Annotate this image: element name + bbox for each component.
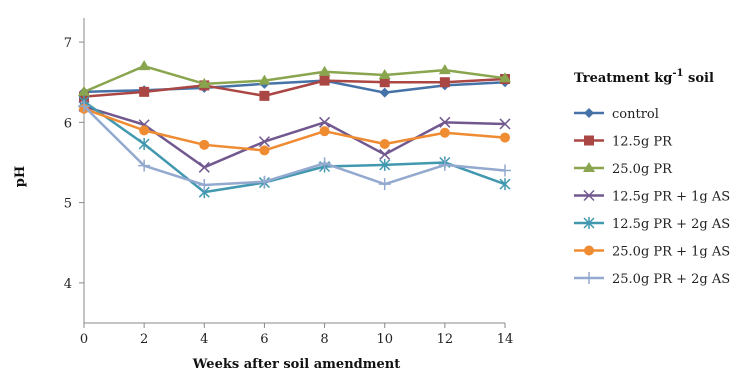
series-2 — [78, 60, 511, 96]
series-5 — [79, 103, 510, 156]
legend: Treatment kg-1 soil control 12.5g PR 25.0g… — [574, 68, 730, 287]
y-tick-label: 6 — [64, 116, 72, 131]
data-point — [379, 87, 390, 98]
data-point — [439, 77, 450, 88]
legend-item: 25.0g PR + 2g AS — [574, 272, 730, 287]
y-tick-label: 5 — [64, 197, 72, 212]
legend-label: 12.5g PR + 1g AS — [612, 190, 730, 205]
data-point — [438, 158, 451, 171]
data-point — [378, 178, 391, 191]
legend-marker — [584, 245, 594, 256]
series-line — [83, 64, 506, 93]
data-point — [318, 65, 331, 76]
y-tick-label: 7 — [64, 36, 72, 51]
data-point — [499, 178, 511, 191]
series-line — [83, 77, 506, 98]
legend-item: 12.5g PR + 1g AS — [574, 190, 730, 205]
x-tick-label: 10 — [376, 332, 393, 347]
data-point — [198, 161, 210, 173]
x-tick-label: 8 — [320, 332, 328, 347]
legend-marker — [583, 189, 595, 202]
plot-area: 4 5 6 7 0 2 4 6 8 10 12 14 — [64, 18, 513, 347]
series-line — [83, 105, 506, 187]
legend-title-superscript: -1 — [672, 68, 683, 79]
data-point — [138, 138, 150, 151]
legend-marker — [583, 162, 595, 172]
legend-label: control — [612, 107, 659, 122]
data-point — [318, 157, 331, 170]
legend-label: 12.5g PR + 2g AS — [612, 217, 730, 232]
data-point — [198, 178, 211, 191]
legend-marker — [584, 108, 594, 118]
legend-item: 25.0g PR + 1g AS — [574, 245, 730, 260]
x-tick-label: 2 — [140, 332, 148, 347]
series-6 — [78, 100, 511, 191]
legend-marker — [584, 135, 594, 146]
data-point — [198, 77, 211, 88]
data-point — [379, 77, 390, 88]
data-point — [319, 126, 330, 137]
data-point — [379, 139, 390, 150]
legend-title-main: Treatment kg — [574, 71, 672, 86]
legend-marker — [583, 217, 595, 229]
data-point — [258, 74, 271, 85]
data-point — [439, 127, 450, 138]
legend-label: 12.5g PR — [612, 135, 673, 150]
data-point — [319, 75, 330, 86]
data-point — [499, 72, 511, 83]
data-point — [78, 85, 90, 96]
data-point — [259, 145, 270, 156]
x-tick-label: 6 — [260, 332, 268, 347]
data-point — [199, 139, 210, 150]
data-point — [138, 159, 151, 172]
series-layer — [78, 60, 511, 199]
legend-label: 25.0g PR + 1g AS — [612, 245, 730, 260]
series-line — [83, 105, 506, 169]
legend-item: 25.0g PR — [574, 162, 673, 177]
data-point — [258, 175, 271, 188]
data-point — [139, 86, 150, 97]
legend-item: 12.5g PR — [574, 135, 673, 150]
data-point — [438, 64, 451, 75]
legend-title: Treatment kg-1 soil — [574, 68, 714, 86]
series-line — [83, 107, 506, 152]
series-line — [83, 100, 506, 194]
x-axis-ticks: 0 2 4 6 8 10 12 14 — [80, 323, 513, 347]
data-point — [500, 132, 510, 143]
data-point — [139, 125, 150, 136]
data-point — [378, 68, 391, 79]
data-point — [138, 60, 151, 71]
legend-label: 25.0g PR + 2g AS — [612, 272, 730, 287]
y-axis-title: pH — [13, 166, 28, 187]
data-point — [78, 100, 90, 113]
legend-item: control — [574, 107, 659, 122]
data-point — [258, 136, 270, 148]
x-tick-label: 14 — [497, 332, 514, 347]
data-point — [499, 118, 511, 130]
data-point — [259, 90, 270, 101]
series-4 — [78, 95, 511, 199]
data-point — [439, 116, 451, 128]
legend-item: 12.5g PR + 2g AS — [574, 217, 730, 232]
x-tick-label: 0 — [80, 332, 88, 347]
data-point — [379, 158, 391, 171]
legend-items: control 12.5g PR 25.0g PR 12.5g PR + 1g AS 1… — [574, 107, 730, 287]
x-tick-label: 12 — [437, 332, 454, 347]
y-axis-ticks: 4 5 6 7 — [64, 36, 84, 292]
x-tick-label: 4 — [200, 332, 208, 347]
data-point — [319, 116, 331, 128]
legend-label: 25.0g PR — [612, 162, 673, 177]
data-point — [499, 164, 511, 177]
legend-marker — [583, 272, 595, 284]
data-point — [379, 148, 391, 160]
x-axis-title: Weeks after soil amendment — [192, 357, 400, 372]
y-tick-label: 4 — [64, 277, 72, 292]
legend-title-tail: soil — [684, 71, 714, 86]
